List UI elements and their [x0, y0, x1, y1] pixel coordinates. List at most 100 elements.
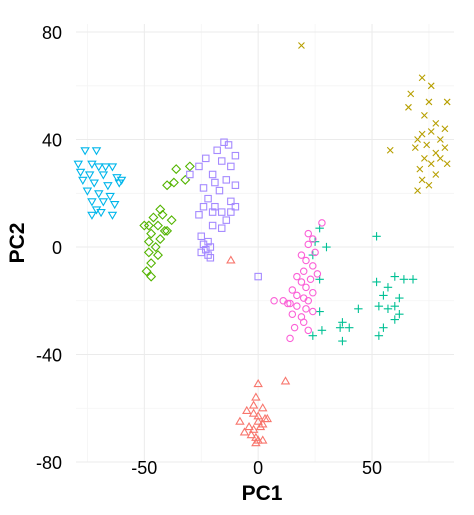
data-point — [80, 147, 90, 156]
data-point — [248, 424, 259, 433]
data-point — [143, 220, 154, 231]
data-point — [335, 323, 345, 332]
data-point — [302, 256, 310, 265]
data-point — [143, 236, 154, 247]
data-point — [374, 301, 384, 311]
data-point — [383, 283, 393, 292]
data-point — [299, 267, 308, 275]
data-point — [87, 211, 97, 220]
data-point — [399, 275, 409, 284]
data-point — [421, 154, 428, 162]
data-point — [168, 177, 179, 188]
data-points — [73, 42, 451, 447]
data-point — [421, 111, 428, 119]
data-point — [372, 277, 381, 287]
data-point — [208, 208, 217, 216]
data-point — [286, 299, 294, 308]
data-point — [94, 163, 104, 172]
data-point — [405, 103, 412, 111]
data-point — [231, 202, 240, 211]
data-point — [78, 176, 88, 185]
data-point — [293, 291, 301, 300]
data-point — [152, 250, 163, 261]
data-point — [91, 206, 102, 215]
data-point — [186, 170, 194, 179]
data-point — [436, 154, 444, 162]
data-point — [427, 128, 435, 135]
data-point — [297, 278, 306, 286]
data-point — [202, 154, 210, 163]
y-axis-title: PC2 — [6, 223, 29, 264]
data-point — [443, 160, 451, 168]
data-point — [109, 200, 120, 210]
data-point — [441, 125, 449, 133]
data-point — [407, 90, 415, 98]
data-point — [372, 232, 381, 241]
data-point — [318, 219, 326, 227]
data-point — [82, 187, 93, 196]
data-point — [227, 208, 235, 216]
data-point — [235, 416, 245, 425]
data-point — [112, 174, 122, 183]
data-point — [302, 283, 310, 292]
data-point — [227, 197, 235, 206]
data-point — [418, 176, 426, 184]
data-point — [309, 288, 317, 297]
data-point — [98, 198, 109, 207]
data-point — [298, 42, 305, 49]
data-point — [116, 176, 127, 185]
data-point — [425, 181, 433, 189]
data-point — [251, 438, 261, 447]
data-point — [197, 232, 205, 241]
data-point — [345, 323, 354, 332]
data-point — [248, 400, 259, 409]
data-point — [96, 209, 106, 218]
data-point — [309, 307, 317, 316]
data-point — [239, 427, 250, 436]
data-point — [309, 235, 317, 243]
data-point — [418, 130, 426, 138]
data-point — [184, 161, 195, 172]
data-point — [395, 293, 404, 303]
data-point — [354, 304, 363, 314]
data-point — [414, 187, 421, 194]
data-point — [162, 180, 173, 191]
data-point — [195, 211, 203, 219]
data-point — [150, 242, 161, 253]
y-tick-label: -40 — [36, 346, 62, 366]
data-point — [155, 233, 166, 244]
data-point — [309, 262, 317, 270]
data-point — [213, 146, 221, 155]
data-point — [146, 271, 157, 282]
x-tick-labels: -50 0 50 — [131, 458, 382, 478]
data-point — [215, 186, 224, 195]
data-point — [87, 160, 97, 169]
data-point — [386, 146, 394, 154]
data-point — [246, 430, 257, 439]
data-point — [87, 198, 97, 207]
data-point — [73, 160, 84, 169]
data-point — [242, 405, 252, 415]
data-point — [107, 163, 118, 172]
data-point — [443, 98, 451, 106]
data-point — [222, 216, 231, 224]
data-point — [427, 82, 435, 90]
data-point — [414, 136, 421, 143]
data-point — [159, 225, 170, 236]
data-point — [253, 411, 263, 420]
data-point — [315, 307, 324, 316]
data-point — [390, 301, 399, 311]
data-point — [217, 157, 226, 165]
data-point — [408, 275, 418, 284]
data-point — [146, 258, 157, 269]
data-point — [293, 272, 301, 281]
x-tick-label: 0 — [253, 458, 263, 478]
data-point — [157, 209, 168, 220]
data-point — [288, 310, 297, 318]
data-point — [143, 247, 154, 258]
data-point — [171, 164, 182, 175]
data-point — [84, 171, 95, 180]
data-point — [311, 248, 319, 257]
data-point — [436, 136, 444, 143]
data-point — [299, 318, 308, 327]
